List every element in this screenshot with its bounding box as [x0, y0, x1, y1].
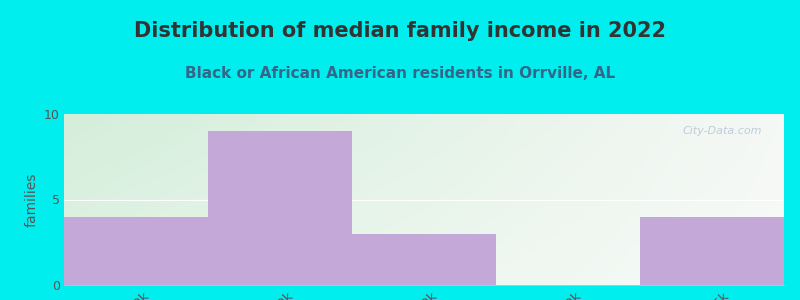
- Bar: [352, 234, 496, 285]
- Text: Black or African American residents in Orrville, AL: Black or African American residents in O…: [185, 66, 615, 81]
- Text: Distribution of median family income in 2022: Distribution of median family income in …: [134, 21, 666, 41]
- Text: City-Data.com: City-Data.com: [683, 126, 762, 136]
- Bar: [64, 217, 208, 285]
- Bar: [640, 217, 784, 285]
- Bar: [208, 131, 352, 285]
- Y-axis label: families: families: [25, 172, 38, 227]
